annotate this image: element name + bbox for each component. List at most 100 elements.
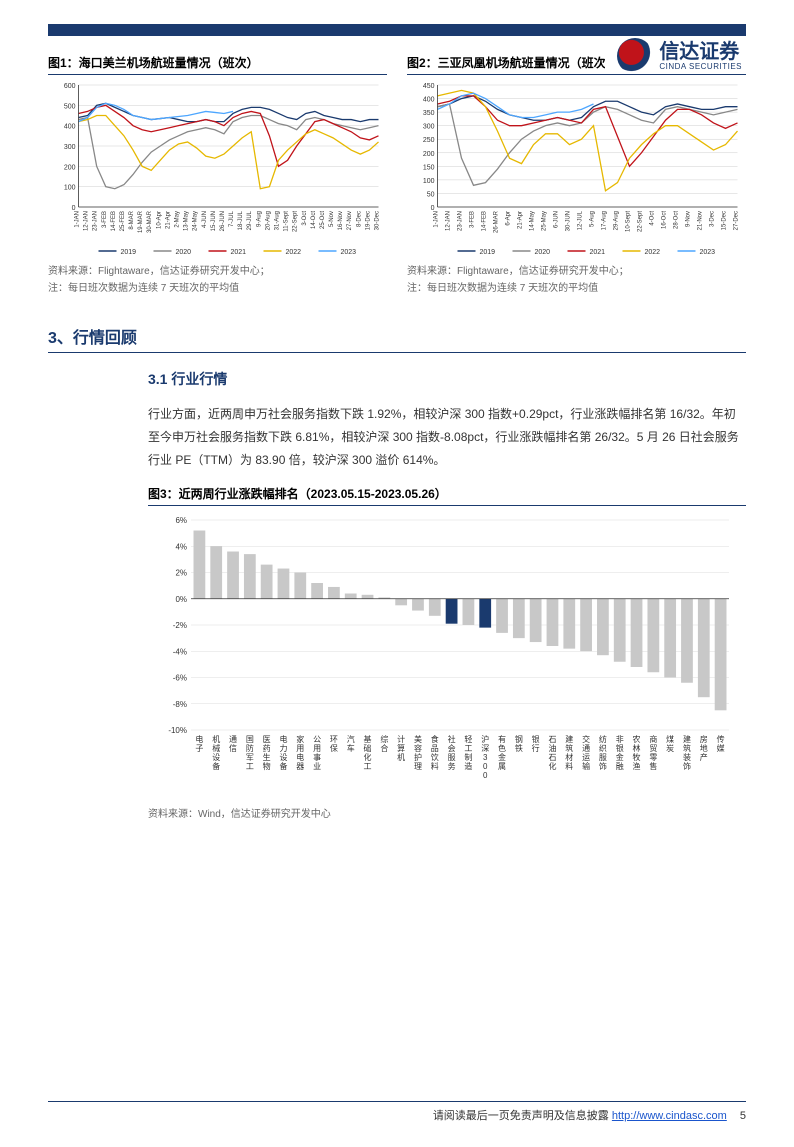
svg-text:2019: 2019 [480,249,496,256]
svg-text:通: 通 [229,734,237,744]
svg-text:2021: 2021 [231,249,247,256]
svg-text:饮: 饮 [431,752,439,762]
page-number: 5 [740,1110,746,1122]
svg-text:理: 理 [414,762,422,771]
svg-text:物: 物 [263,761,271,771]
svg-text:服: 服 [448,753,456,762]
svg-text:16-Oct: 16-Oct [662,211,668,229]
svg-text:饰: 饰 [683,761,691,771]
svg-text:有: 有 [498,734,506,744]
svg-text:12-JAN: 12-JAN [446,211,452,231]
svg-text:14-FEB: 14-FEB [482,211,488,231]
svg-text:农: 农 [633,734,641,744]
svg-text:银: 银 [532,734,540,744]
svg-text:450: 450 [423,83,435,90]
footer-link[interactable]: http://www.cindasc.com [612,1110,727,1122]
svg-text:300: 300 [423,124,435,131]
svg-text:轻: 轻 [464,734,472,744]
svg-text:筑: 筑 [565,743,573,753]
svg-text:-6%: -6% [173,674,187,683]
svg-text:造: 造 [464,761,472,771]
svg-text:业: 业 [313,761,321,771]
svg-text:油: 油 [548,743,556,753]
chart3-title: 图3：近两周行业涨跌幅排名（2023.05.15-2023.05.26） [148,485,746,506]
svg-text:社: 社 [448,734,456,744]
svg-text:2020: 2020 [535,249,551,256]
svg-text:1-JAN: 1-JAN [434,211,440,228]
svg-text:行: 行 [532,743,540,753]
svg-text:50: 50 [427,191,435,198]
chart2-block: 图2：三亚凤凰机场航班量情况（班次） 050100150200250300350… [407,54,746,296]
svg-text:容: 容 [414,743,422,753]
svg-text:材: 材 [565,752,573,762]
svg-text:电: 电 [296,752,304,762]
svg-text:-10%: -10% [168,726,187,735]
svg-text:24-May: 24-May [193,211,199,231]
svg-text:料: 料 [431,761,439,771]
svg-text:30-MAR: 30-MAR [147,210,153,233]
svg-text:械: 械 [212,743,220,753]
svg-text:8-MAR: 8-MAR [129,210,135,229]
svg-text:31-Aug: 31-Aug [275,211,281,230]
svg-text:6-Apr: 6-Apr [506,211,512,226]
svg-text:2023: 2023 [341,249,357,256]
svg-text:14-Oct: 14-Oct [311,211,317,229]
svg-text:4-Oct: 4-Oct [650,211,656,226]
svg-text:药: 药 [263,743,271,753]
svg-text:料: 料 [565,761,573,771]
page-footer: 请阅读最后一页免责声明及信息披露 http://www.cindasc.com … [48,1101,746,1123]
svg-text:3-FEB: 3-FEB [102,211,108,228]
svg-text:电: 电 [279,734,287,744]
svg-text:10-Sept: 10-Sept [626,211,632,232]
svg-text:23-JAN: 23-JAN [458,211,464,231]
svg-text:350: 350 [423,110,435,117]
svg-text:0: 0 [431,205,435,212]
svg-text:21-Apr: 21-Apr [165,211,171,229]
svg-text:18-JUL: 18-JUL [238,210,244,230]
svg-text:家: 家 [296,734,304,744]
chart2-note: 注：每日班次数据为连续 7 天班次的平均值 [407,281,746,296]
svg-text:传: 传 [717,734,725,744]
svg-text:算: 算 [397,743,405,753]
svg-text:础: 础 [364,743,372,753]
svg-text:7-JUL: 7-JUL [229,210,235,227]
svg-text:建: 建 [565,734,573,744]
svg-text:100: 100 [423,178,435,185]
subsection-heading: 3.1 行业行情 [148,369,746,389]
chart2: 0501001502002503003504004501-JAN12-JAN23… [407,79,746,259]
svg-text:8-Dec: 8-Dec [356,211,362,227]
svg-text:装: 装 [683,752,691,762]
section-heading: 3、行情回顾 [48,324,746,353]
svg-text:银: 银 [616,743,624,753]
svg-text:20-Aug: 20-Aug [265,211,271,230]
svg-text:渔: 渔 [633,761,641,771]
footer-text: 请阅读最后一页免责声明及信息披露 [433,1110,609,1122]
svg-text:器: 器 [296,762,304,771]
svg-text:铁: 铁 [515,743,523,753]
svg-text:沪: 沪 [481,734,489,744]
svg-text:1-JAN: 1-JAN [75,211,81,228]
svg-text:化: 化 [364,752,372,762]
svg-text:28-Oct: 28-Oct [674,211,680,229]
svg-text:600: 600 [64,83,76,90]
svg-text:护: 护 [414,752,422,762]
svg-text:200: 200 [64,164,76,171]
svg-text:售: 售 [649,761,657,771]
svg-text:事: 事 [313,752,321,762]
svg-text:21-Apr: 21-Apr [518,211,524,229]
svg-text:会: 会 [448,743,456,753]
svg-text:2022: 2022 [286,249,302,256]
svg-text:27-Dec: 27-Dec [734,211,740,230]
svg-text:石: 石 [548,753,556,762]
svg-text:贸: 贸 [649,743,657,753]
svg-text:-2%: -2% [173,621,187,630]
svg-text:27-Nov: 27-Nov [347,211,353,230]
svg-text:计: 计 [397,734,405,744]
svg-text:3: 3 [483,753,488,762]
svg-text:400: 400 [64,124,76,131]
svg-text:产: 产 [700,752,708,762]
svg-text:25-May: 25-May [542,211,548,231]
svg-text:钢: 钢 [515,734,523,744]
chart2-source: 资料来源：Flightaware，信达证券研究开发中心； [407,264,746,279]
svg-text:地: 地 [700,743,708,753]
